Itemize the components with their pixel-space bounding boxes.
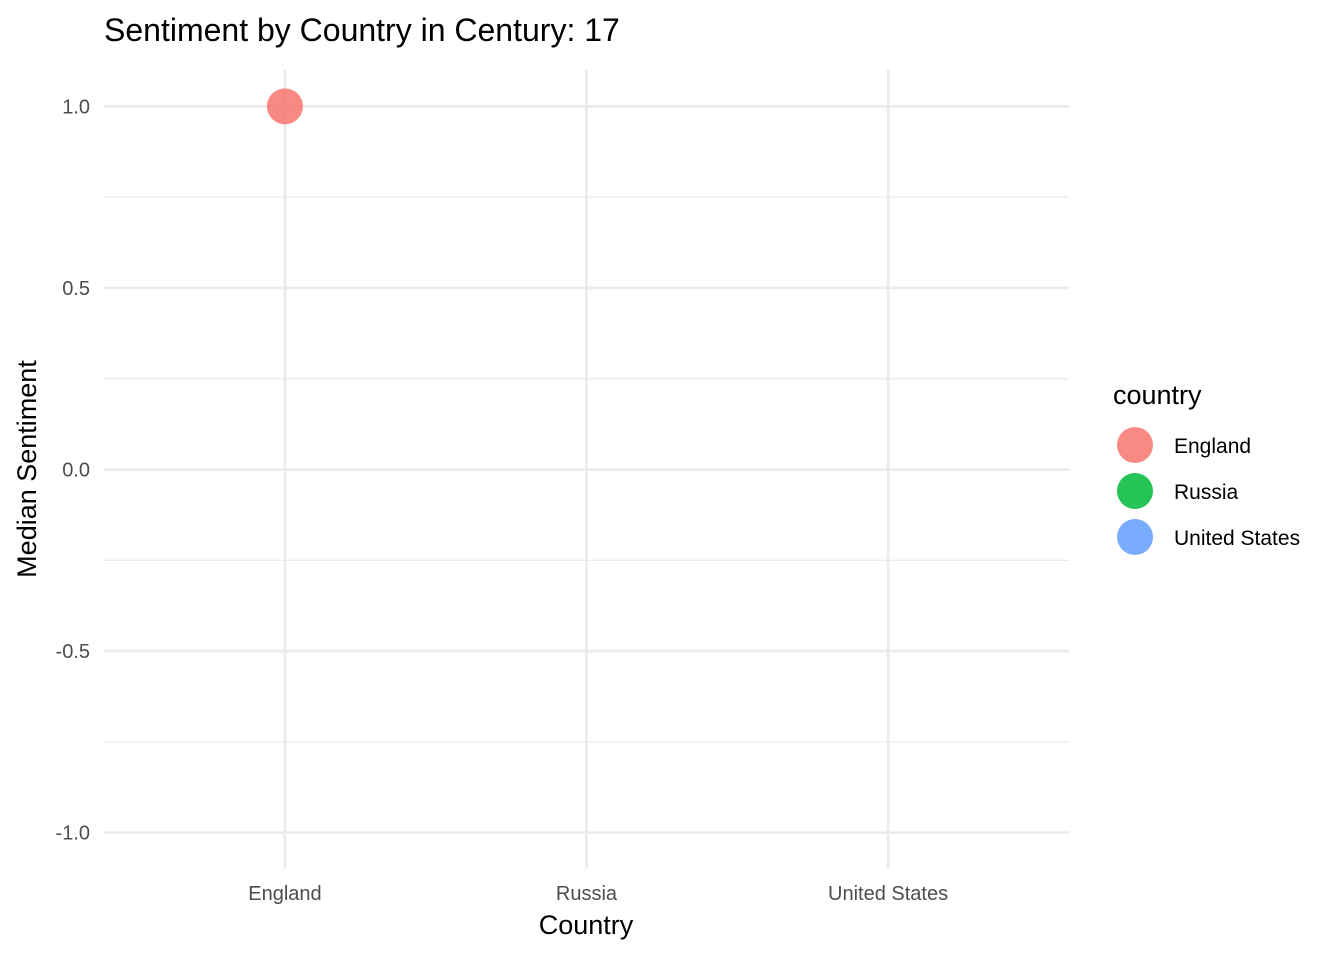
legend-key-england (1117, 427, 1153, 463)
legend-key-russia (1117, 473, 1153, 509)
x-tick-label: England (248, 883, 321, 905)
y-tick-label: -1.0 (56, 823, 90, 845)
y-tick-label: 1.0 (62, 96, 90, 118)
grid (104, 70, 1069, 869)
data-point-england (266, 88, 303, 125)
y-axis-title: Median Sentiment (12, 360, 42, 578)
x-axis-title: Country (539, 910, 634, 940)
y-tick-label: -0.5 (56, 641, 90, 663)
y-tick-label: 0.0 (62, 460, 90, 482)
legend: country England Russia United States (1113, 380, 1300, 555)
data-points (266, 88, 303, 125)
chart-title: Sentiment by Country in Century: 17 (104, 12, 620, 48)
legend-key-united-states (1117, 519, 1153, 555)
y-tick-label: 0.5 (62, 278, 90, 300)
legend-label-russia: Russia (1174, 481, 1239, 504)
y-axis-ticks: -1.0 -0.5 0.0 0.5 1.0 (56, 96, 90, 844)
x-axis-ticks: England Russia United States (248, 883, 948, 905)
legend-label-england: England (1174, 435, 1251, 458)
legend-label-united-states: United States (1174, 527, 1300, 550)
legend-title: country (1113, 380, 1202, 410)
x-tick-label: Russia (556, 883, 618, 905)
x-tick-label: United States (828, 883, 948, 905)
legend-entries: England Russia United States (1117, 427, 1300, 555)
